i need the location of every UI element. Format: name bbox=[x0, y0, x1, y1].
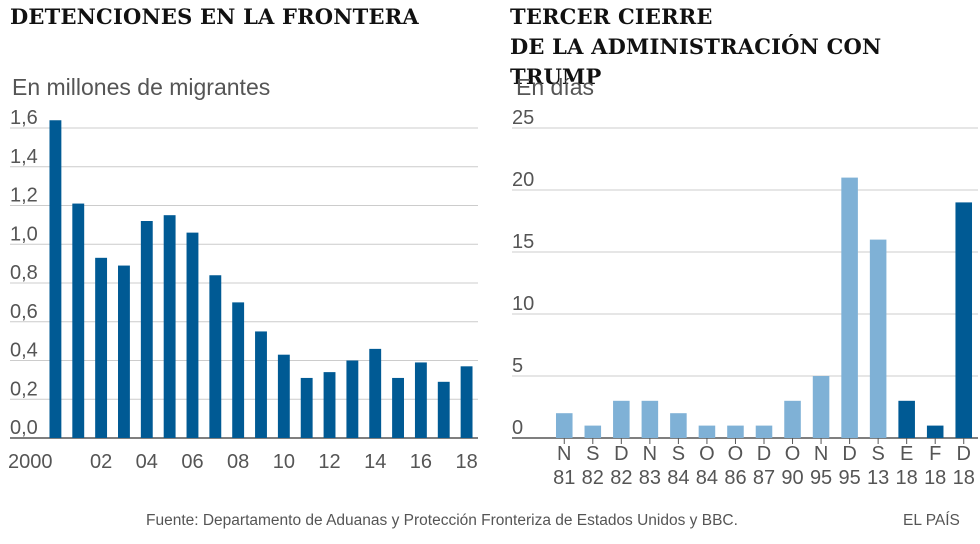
x-tick-year-label: 18 bbox=[924, 467, 946, 489]
x-tick-month-label: O bbox=[699, 443, 715, 465]
chart-title-detentions: DETENCIONES EN LA FRONTERA bbox=[10, 4, 419, 29]
bar-shutdown bbox=[812, 376, 830, 438]
unit-label-days: En días bbox=[516, 74, 594, 100]
bar-shutdown bbox=[898, 400, 915, 438]
x-tick-year-label: 90 bbox=[781, 467, 803, 489]
y-tick-label-right: 10 bbox=[512, 293, 534, 315]
y-tick-label-left: 0,6 bbox=[10, 301, 38, 323]
x-tick-label-left: 18 bbox=[455, 451, 477, 473]
bar-shutdown bbox=[555, 413, 573, 438]
bar-detentions bbox=[118, 265, 130, 438]
x-tick-year-label: 87 bbox=[753, 467, 775, 489]
unit-label-millions: En millones de migrantes bbox=[12, 74, 271, 100]
y-tick-label-right: 20 bbox=[512, 169, 534, 191]
bar-detentions bbox=[72, 203, 85, 438]
bar-detentions bbox=[95, 257, 108, 438]
bar-shutdown bbox=[641, 400, 659, 438]
x-tick-year-label: 95 bbox=[810, 467, 832, 489]
bar-shutdown bbox=[727, 425, 744, 438]
x-tick-label-left: 08 bbox=[227, 451, 249, 473]
x-tick-label-left: 04 bbox=[136, 451, 158, 473]
x-tick-year-label: 82 bbox=[610, 467, 632, 489]
y-tick-label-right: 0 bbox=[512, 417, 523, 439]
bar-shutdown bbox=[784, 400, 801, 438]
chart-title-shutdown-line-2: DE LA ADMINISTRACIÓN CON TRUMP bbox=[510, 34, 882, 89]
x-tick-year-label: 86 bbox=[724, 467, 746, 489]
bar-detentions bbox=[209, 275, 222, 438]
source-note: Fuente: Departamento de Aduanas y Protec… bbox=[146, 512, 738, 529]
x-tick-year-label: 18 bbox=[896, 467, 918, 489]
brand-logo-text: EL PAÍS bbox=[903, 512, 960, 529]
bar-shutdown bbox=[841, 177, 858, 438]
x-tick-month-label: D bbox=[957, 443, 971, 465]
y-tick-label-left: 0,4 bbox=[10, 340, 38, 362]
y-tick-label-right: 25 bbox=[512, 107, 534, 129]
x-tick-year-label: 13 bbox=[867, 467, 889, 489]
x-tick-year-label: 81 bbox=[553, 467, 575, 489]
x-tick-year-label: 84 bbox=[667, 467, 689, 489]
x-tick-month-label: E bbox=[900, 443, 913, 465]
bar-shutdown bbox=[670, 413, 687, 438]
x-tick-label-left: 2000 bbox=[8, 451, 53, 473]
y-tick-label-right: 5 bbox=[512, 355, 523, 377]
y-tick-label-left: 1,2 bbox=[10, 185, 38, 207]
y-tick-label-left: 1,4 bbox=[10, 146, 38, 168]
bar-shutdown bbox=[698, 425, 716, 438]
bar-detentions bbox=[300, 377, 313, 438]
chart-title-shutdown: TERCER CIERRE DE LA ADMINISTRACIÓN CON T… bbox=[510, 2, 980, 92]
x-tick-label-left: 06 bbox=[181, 451, 203, 473]
bar-shutdown bbox=[926, 425, 944, 438]
x-tick-month-label: D bbox=[614, 443, 628, 465]
y-tick-label-left: 1,6 bbox=[10, 107, 38, 129]
bar-detentions bbox=[186, 232, 199, 438]
bar-detentions bbox=[255, 331, 267, 438]
x-tick-month-label: S bbox=[672, 443, 685, 465]
bar-detentions bbox=[392, 377, 404, 438]
bar-detentions bbox=[369, 348, 382, 438]
x-tick-year-label: 82 bbox=[582, 467, 604, 489]
bar-detentions bbox=[437, 381, 450, 438]
x-tick-label-left: 12 bbox=[318, 451, 340, 473]
bar-shutdown bbox=[755, 425, 773, 438]
bar-detentions bbox=[460, 366, 473, 438]
x-tick-year-label: 83 bbox=[639, 467, 661, 489]
x-tick-label-left: 10 bbox=[273, 451, 295, 473]
bar-detentions bbox=[232, 302, 245, 438]
y-tick-label-right: 15 bbox=[512, 231, 534, 253]
x-tick-month-label: O bbox=[785, 443, 801, 465]
x-tick-month-label: D bbox=[757, 443, 771, 465]
x-tick-year-label: 84 bbox=[696, 467, 718, 489]
x-tick-month-label: S bbox=[586, 443, 599, 465]
bar-detentions bbox=[49, 120, 62, 438]
x-tick-label-left: 02 bbox=[90, 451, 112, 473]
x-tick-label-left: 16 bbox=[410, 451, 432, 473]
x-tick-month-label: S bbox=[871, 443, 884, 465]
x-tick-month-label: N bbox=[557, 443, 571, 465]
bar-detentions bbox=[323, 372, 336, 438]
x-tick-month-label: N bbox=[643, 443, 657, 465]
bar-detentions bbox=[277, 354, 290, 438]
y-tick-label-left: 1,0 bbox=[10, 223, 38, 245]
y-tick-label-left: 0,2 bbox=[10, 378, 38, 400]
bar-shutdown bbox=[869, 239, 887, 438]
x-tick-month-label: O bbox=[728, 443, 744, 465]
chart-title-shutdown-line-1: TERCER CIERRE bbox=[510, 4, 713, 29]
bar-shutdown bbox=[584, 425, 602, 438]
bar-shutdown bbox=[613, 400, 630, 438]
x-tick-month-label: F bbox=[929, 443, 941, 465]
x-tick-month-label: N bbox=[814, 443, 828, 465]
bar-detentions bbox=[346, 360, 359, 438]
bar-detentions bbox=[163, 215, 176, 438]
bar-detentions bbox=[140, 221, 153, 438]
x-tick-year-label: 18 bbox=[953, 467, 975, 489]
y-tick-label-left: 0,0 bbox=[10, 417, 38, 439]
y-tick-label-left: 0,8 bbox=[10, 262, 38, 284]
bar-shutdown bbox=[955, 202, 973, 438]
x-tick-month-label: D bbox=[842, 443, 856, 465]
x-tick-label-left: 14 bbox=[364, 451, 386, 473]
bar-detentions bbox=[414, 362, 427, 438]
x-tick-year-label: 95 bbox=[838, 467, 860, 489]
